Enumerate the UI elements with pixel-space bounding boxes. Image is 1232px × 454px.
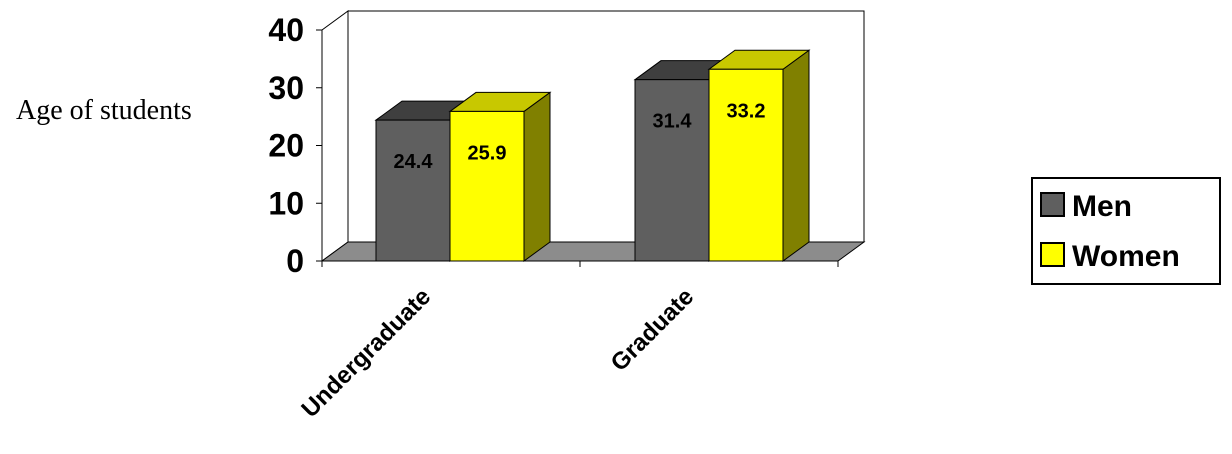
y-tick-label: 10 xyxy=(268,185,304,221)
data-label: 24.4 xyxy=(394,151,434,173)
bar-women-undergraduate xyxy=(449,110,525,262)
y-tick-label: 0 xyxy=(286,243,304,279)
y-tick-label: 40 xyxy=(268,12,304,48)
bar-side-face xyxy=(782,49,810,262)
y-tick-label: 20 xyxy=(268,128,304,164)
bar-men-graduate xyxy=(634,79,710,262)
bar-side-face xyxy=(523,91,551,262)
legend-label-women: Women xyxy=(1072,240,1180,273)
bar-men-undergraduate xyxy=(375,119,451,262)
data-label: 25.9 xyxy=(468,142,507,164)
legend-swatch-men xyxy=(1040,192,1065,217)
x-category-label: Graduate xyxy=(606,283,700,377)
plot-side-wall xyxy=(321,10,349,262)
data-label: 33.2 xyxy=(727,100,766,122)
legend-swatch-women xyxy=(1040,242,1065,267)
y-tick-label: 30 xyxy=(268,70,304,106)
bar-women-graduate xyxy=(708,68,784,262)
y-axis-label: Age of students xyxy=(16,95,192,126)
x-category-label: Undergraduate xyxy=(296,283,436,423)
legend-label-men: Men xyxy=(1072,190,1132,223)
data-label: 31.4 xyxy=(653,111,693,133)
